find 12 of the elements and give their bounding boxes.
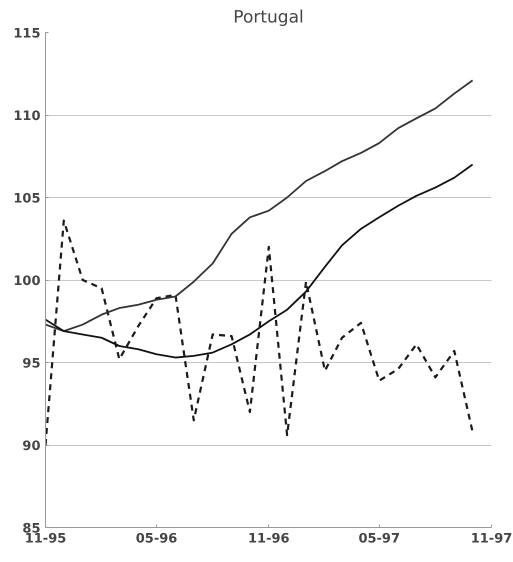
line-series	[46, 79, 474, 332]
y-tick-label: 100	[13, 274, 41, 289]
chart-title: Portugal	[233, 8, 304, 28]
y-tick-label: 90	[22, 439, 41, 454]
x-tick-label: 11-97	[470, 532, 512, 546]
y-tick-label: 105	[13, 192, 41, 206]
x-tick-label: 05-96	[136, 532, 178, 546]
y-tick-label: 115	[13, 26, 41, 42]
y-tick-label: 110	[13, 109, 41, 124]
y-tick-label: 95	[22, 356, 41, 372]
x-tick-label: 05-97	[358, 532, 400, 546]
x-tick-label: 11-96	[248, 532, 290, 546]
